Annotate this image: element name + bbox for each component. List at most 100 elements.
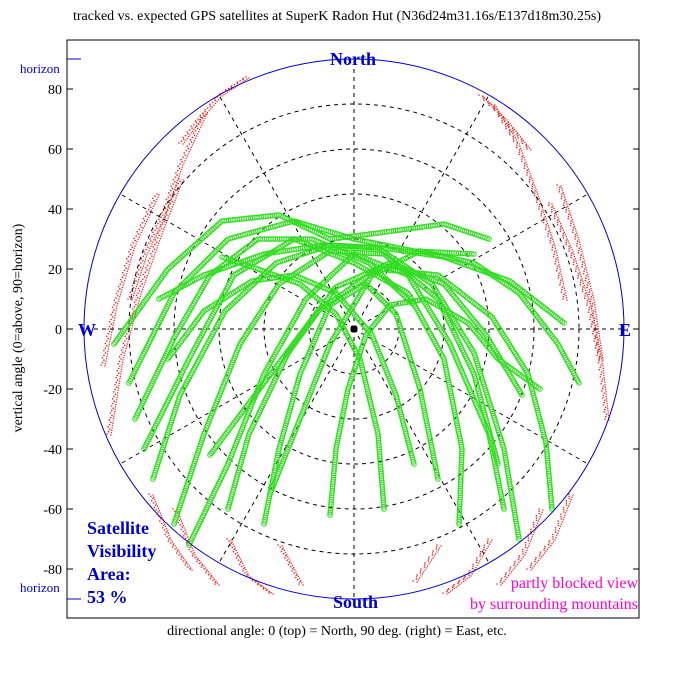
tracked-point (242, 288, 249, 295)
expected-point (597, 361, 600, 364)
expected-point (593, 301, 596, 304)
expected-point (565, 241, 567, 244)
expected-point (420, 568, 422, 570)
expected-point (598, 359, 600, 362)
expected-point (597, 338, 599, 341)
expected-point (526, 163, 528, 166)
expected-point (596, 323, 599, 325)
expected-point (586, 273, 589, 276)
expected-point (239, 561, 242, 564)
expected-point (568, 248, 570, 250)
expected-point (434, 553, 437, 555)
expected-point (198, 559, 201, 562)
expected-point (584, 295, 586, 297)
expected-point (597, 343, 600, 346)
expected-point (152, 502, 155, 504)
tracked-point (191, 270, 197, 276)
expected-point (229, 90, 231, 92)
expected-point (182, 143, 184, 145)
tracked-point (217, 243, 224, 250)
expected-point (201, 564, 203, 567)
expected-point (463, 576, 466, 579)
expected-point (526, 169, 529, 172)
expected-point (421, 573, 424, 575)
expected-point (193, 134, 196, 136)
expected-point (114, 312, 117, 314)
expected-point (173, 180, 176, 183)
expected-point (207, 573, 210, 576)
expected-point (483, 546, 485, 549)
expected-point (552, 541, 555, 543)
expected-point (490, 103, 493, 106)
expected-point (174, 193, 176, 196)
expected-point (602, 385, 605, 387)
expected-point (182, 156, 184, 159)
expected-point (565, 208, 568, 211)
expected-point (130, 256, 133, 259)
expected-point (537, 559, 540, 562)
expected-point (570, 256, 573, 259)
expected-point (513, 135, 515, 137)
expected-point (555, 270, 558, 272)
expected-point (154, 251, 157, 254)
expected-point (468, 576, 470, 579)
expected-point (199, 118, 201, 121)
expected-point (509, 566, 512, 568)
expected-point (594, 306, 596, 308)
expected-point (149, 265, 152, 268)
expected-point (487, 102, 490, 105)
expected-point (154, 498, 156, 501)
expected-point (594, 324, 596, 326)
expected-point (423, 566, 426, 568)
tracked-point (212, 248, 219, 255)
expected-track (490, 103, 568, 301)
expected-point (552, 255, 555, 258)
expected-track (226, 538, 274, 595)
expected-point (237, 554, 240, 556)
expected-point (569, 222, 572, 225)
expected-point (186, 131, 189, 133)
expected-point (172, 183, 174, 185)
tracked-point (189, 271, 196, 278)
tracked-point (236, 294, 243, 301)
expected-point (521, 138, 523, 140)
expected-point (119, 365, 121, 367)
expected-point (248, 575, 250, 577)
expected-point (126, 333, 128, 335)
expected-point (264, 587, 267, 590)
expected-point (586, 271, 588, 274)
expected-point (525, 146, 528, 148)
expected-point (194, 556, 196, 559)
expected-point (155, 241, 158, 244)
expected-point (198, 562, 201, 565)
expected-point (582, 255, 584, 257)
expected-point (562, 232, 565, 235)
expected-point (482, 95, 484, 97)
expected-point (591, 321, 594, 323)
expected-point (599, 342, 602, 344)
tracked-point (303, 296, 309, 302)
expected-point (579, 258, 581, 261)
expected-point (574, 238, 576, 240)
expected-point (558, 220, 561, 223)
expected-point (190, 146, 193, 148)
expected-point (116, 369, 118, 372)
expected-point (241, 562, 244, 564)
expected-point (470, 575, 472, 577)
expected-point (207, 571, 210, 573)
expected-point (519, 559, 522, 562)
expected-point (162, 214, 164, 216)
expected-point (583, 260, 585, 262)
tracked-point (179, 253, 186, 259)
expected-point (114, 406, 117, 408)
expected-point (464, 575, 466, 578)
expected-point (536, 191, 538, 193)
expected-point (591, 303, 594, 305)
expected-point (572, 229, 574, 231)
expected-point (165, 211, 167, 214)
expected-point (581, 253, 584, 255)
expected-point (597, 330, 600, 332)
expected-point (243, 564, 245, 567)
expected-point (560, 273, 562, 275)
expected-point (144, 271, 147, 274)
